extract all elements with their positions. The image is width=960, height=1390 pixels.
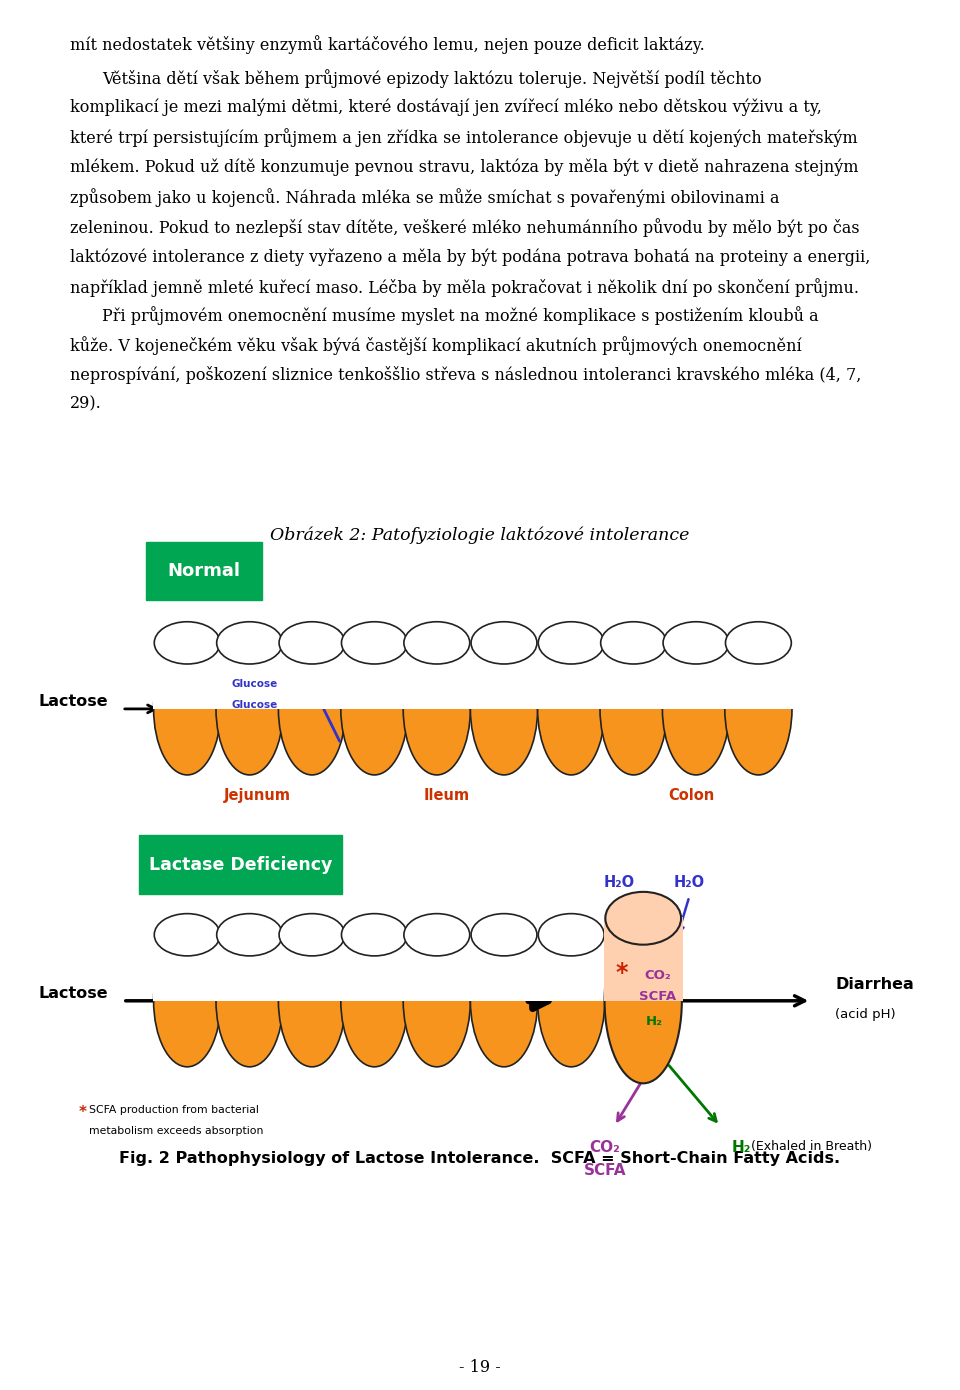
Text: Lactose: Lactose bbox=[38, 695, 108, 709]
Text: Glucose: Glucose bbox=[231, 678, 277, 689]
Text: Při průjmovém onemocnění musíme myslet na možné komplikace s postižením kloubů a: Při průjmovém onemocnění musíme myslet n… bbox=[102, 306, 818, 325]
FancyBboxPatch shape bbox=[146, 542, 262, 600]
Text: Colon: Colon bbox=[668, 788, 714, 803]
Text: komplikací je mezi malými dětmi, které dostávají jen zvířecí mléko nebo dětskou : komplikací je mezi malými dětmi, které d… bbox=[70, 99, 822, 117]
Bar bbox=[153, 642, 222, 709]
Text: SCFA: SCFA bbox=[639, 990, 676, 1004]
Ellipse shape bbox=[278, 642, 346, 774]
Text: H₂O: H₂O bbox=[604, 876, 635, 890]
Text: Ileum: Ileum bbox=[423, 788, 469, 803]
Ellipse shape bbox=[278, 934, 346, 1068]
Bar bbox=[402, 642, 471, 709]
FancyBboxPatch shape bbox=[139, 835, 342, 894]
Ellipse shape bbox=[663, 621, 729, 664]
Text: Lactase Deficiency: Lactase Deficiency bbox=[149, 856, 332, 873]
Bar bbox=[402, 934, 471, 1001]
Ellipse shape bbox=[601, 621, 666, 664]
Ellipse shape bbox=[471, 621, 537, 664]
Text: Obrázek 2: Patofyziologie laktózové intolerance: Obrázek 2: Patofyziologie laktózové into… bbox=[271, 525, 689, 543]
Text: Diarrhea: Diarrhea bbox=[835, 977, 914, 991]
Ellipse shape bbox=[404, 621, 469, 664]
Ellipse shape bbox=[403, 642, 470, 774]
Bar bbox=[215, 934, 284, 1001]
Ellipse shape bbox=[726, 621, 791, 664]
Text: způsobem jako u kojenců. Náhrada mléka se může smíchat s povařenými obilovinami : způsobem jako u kojenců. Náhrada mléka s… bbox=[70, 188, 780, 207]
Text: zeleninou. Pokud to nezlepší stav dítěte, veškeré mléko nehumánního původu by mě: zeleninou. Pokud to nezlepší stav dítěte… bbox=[70, 218, 860, 238]
Ellipse shape bbox=[662, 642, 730, 774]
Text: SCFA production from bacterial: SCFA production from bacterial bbox=[89, 1105, 259, 1115]
Ellipse shape bbox=[539, 913, 604, 956]
Ellipse shape bbox=[154, 934, 221, 1068]
Text: kůže. V kojenečkém věku však bývá častější komplikací akutních průjmových onemoc: kůže. V kojenečkém věku však bývá častěj… bbox=[70, 335, 802, 354]
Ellipse shape bbox=[471, 913, 537, 956]
Text: neprospívání, poškození sliznice tenkoššlio střeva s následnou intoleranci kravs: neprospívání, poškození sliznice tenkošš… bbox=[70, 366, 861, 384]
Bar bbox=[215, 642, 284, 709]
Text: Většina dětí však během průjmové epizody laktózu toleruje. Největší podíl těchto: Většina dětí však během průjmové epizody… bbox=[102, 68, 761, 88]
Text: (Exhaled in Breath): (Exhaled in Breath) bbox=[751, 1140, 872, 1152]
Ellipse shape bbox=[342, 913, 407, 956]
Text: Lactose: Lactose bbox=[38, 987, 108, 1001]
Text: mlékem. Pokud už dítě konzumuje pevnou stravu, laktóza by měla být v dietě nahra: mlékem. Pokud už dítě konzumuje pevnou s… bbox=[70, 158, 858, 177]
Ellipse shape bbox=[470, 642, 538, 774]
Ellipse shape bbox=[342, 621, 407, 664]
Bar bbox=[277, 642, 347, 709]
Bar bbox=[340, 642, 409, 709]
Text: mít nedostatek většiny enzymů kartáčového lemu, nejen pouze deficit laktázy.: mít nedostatek většiny enzymů kartáčovéh… bbox=[70, 35, 705, 54]
Bar bbox=[604, 917, 683, 1001]
Text: *: * bbox=[615, 960, 629, 986]
Ellipse shape bbox=[470, 934, 538, 1068]
Ellipse shape bbox=[216, 934, 283, 1068]
Bar bbox=[340, 934, 409, 1001]
Bar bbox=[277, 934, 347, 1001]
Ellipse shape bbox=[216, 642, 283, 774]
Text: laktózové intolerance z diety vyřazeno a měla by být podána potrava bohatá na pr: laktózové intolerance z diety vyřazeno a… bbox=[70, 247, 871, 265]
Ellipse shape bbox=[341, 642, 408, 774]
Text: 29).: 29). bbox=[70, 395, 102, 413]
Text: SCFA: SCFA bbox=[584, 1163, 626, 1179]
Text: - 19 -: - 19 - bbox=[459, 1358, 501, 1376]
Ellipse shape bbox=[404, 913, 469, 956]
Ellipse shape bbox=[155, 913, 220, 956]
Text: (acid pH): (acid pH) bbox=[835, 1008, 896, 1022]
Text: Glucose: Glucose bbox=[231, 699, 277, 710]
Ellipse shape bbox=[217, 621, 282, 664]
Bar bbox=[537, 934, 606, 1001]
Ellipse shape bbox=[600, 642, 667, 774]
Ellipse shape bbox=[538, 934, 605, 1068]
Text: CO₂: CO₂ bbox=[644, 969, 671, 983]
Ellipse shape bbox=[155, 621, 220, 664]
Ellipse shape bbox=[538, 642, 605, 774]
Ellipse shape bbox=[606, 892, 681, 945]
Text: které trpí persistujícím průjmem a jen zřídka se intolerance objevuje u dětí koj: které trpí persistujícím průjmem a jen z… bbox=[70, 129, 857, 147]
Bar bbox=[153, 934, 222, 1001]
Text: *: * bbox=[79, 1105, 86, 1120]
Text: H₂O: H₂O bbox=[674, 876, 705, 890]
Text: CO₂: CO₂ bbox=[589, 1140, 620, 1155]
Text: H₂: H₂ bbox=[732, 1140, 751, 1155]
Text: metabolism exceeds absorption: metabolism exceeds absorption bbox=[89, 1126, 264, 1136]
Ellipse shape bbox=[403, 934, 470, 1068]
Ellipse shape bbox=[341, 934, 408, 1068]
Ellipse shape bbox=[279, 913, 345, 956]
Ellipse shape bbox=[539, 621, 604, 664]
Bar bbox=[599, 642, 668, 709]
Bar bbox=[469, 934, 539, 1001]
Bar bbox=[469, 642, 539, 709]
Ellipse shape bbox=[725, 642, 792, 774]
Text: Jejunum: Jejunum bbox=[224, 788, 291, 803]
Bar bbox=[661, 642, 731, 709]
Ellipse shape bbox=[217, 913, 282, 956]
Text: například jemně mleté kuřecí maso. Léčba by měla pokračovat i několik dní po sko: například jemně mleté kuřecí maso. Léčba… bbox=[70, 278, 859, 297]
Text: Normal: Normal bbox=[167, 563, 241, 580]
Bar bbox=[537, 642, 606, 709]
Ellipse shape bbox=[605, 919, 682, 1083]
Text: H₂: H₂ bbox=[646, 1015, 663, 1029]
Bar bbox=[724, 642, 793, 709]
Text: Fig. 2 Pathophysiology of Lactose Intolerance.  SCFA = Short-Chain Fatty Acids.: Fig. 2 Pathophysiology of Lactose Intole… bbox=[119, 1151, 841, 1166]
Ellipse shape bbox=[154, 642, 221, 774]
Ellipse shape bbox=[279, 621, 345, 664]
